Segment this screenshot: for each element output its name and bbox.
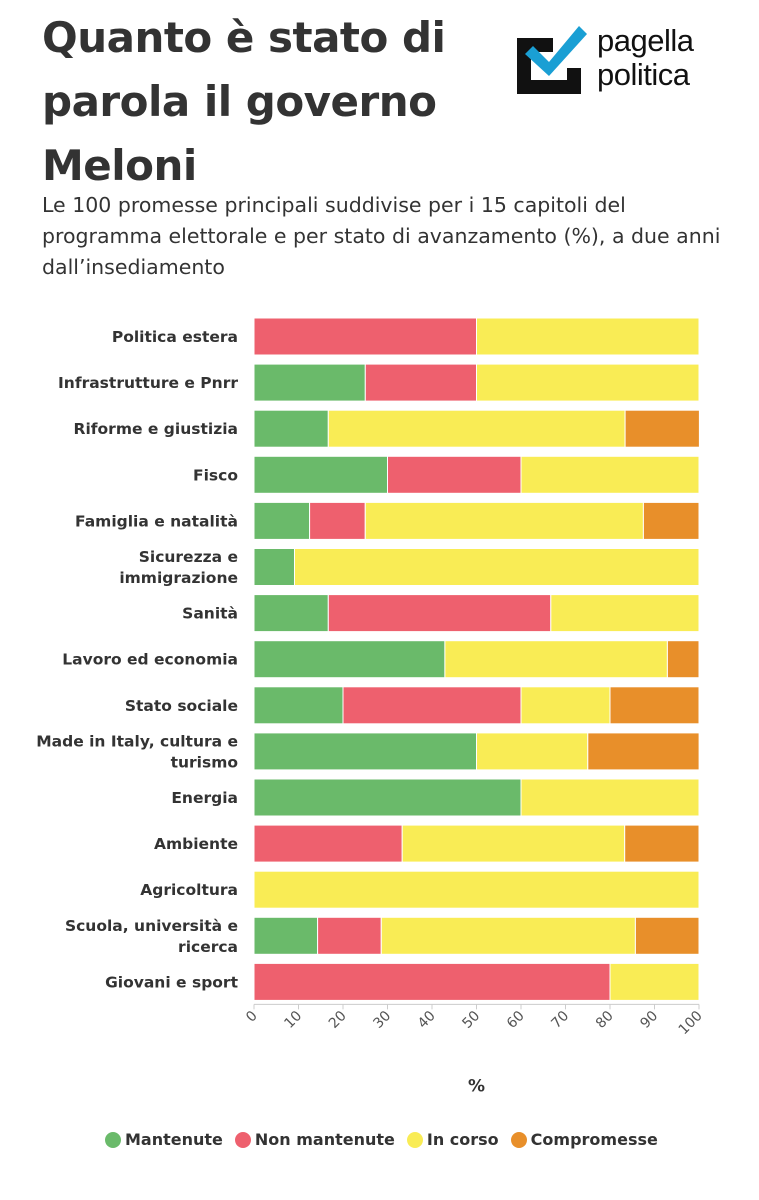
bar-segment	[294, 548, 700, 586]
x-tick-label: 10	[281, 1008, 305, 1032]
bar-segment	[253, 501, 311, 540]
logo-line2: politica	[597, 57, 690, 92]
chart-legend: Mantenute Non mantenute In corso Compromess…	[105, 1130, 670, 1149]
bar-segment	[253, 409, 329, 448]
chart-subtitle: Le 100 promesse principali suddivise per…	[42, 193, 721, 279]
bar-segment	[253, 870, 700, 909]
bar-segment	[666, 640, 700, 679]
bar-segment	[253, 594, 329, 633]
legend-item: Compromesse	[510, 1130, 658, 1149]
x-tick-label: 30	[370, 1008, 394, 1032]
bar-segment	[364, 363, 478, 402]
legend-label: Mantenute	[125, 1130, 223, 1149]
checkmark-box-icon	[517, 26, 587, 94]
legend-item: In corso	[406, 1130, 499, 1149]
x-tick-label: 60	[504, 1008, 528, 1032]
category-label: Giovani e sport	[105, 973, 239, 991]
bar-segment	[253, 732, 477, 771]
legend-item: Mantenute	[105, 1130, 223, 1149]
chart-title: Quanto è stato di parola il governo Melo…	[42, 13, 446, 190]
bar-segment	[327, 594, 552, 633]
bar-segment	[253, 640, 446, 679]
x-tick-label: 100	[676, 1008, 706, 1038]
bar-segment	[587, 732, 700, 771]
x-tick-label: 70	[548, 1008, 572, 1032]
category-label: Stato sociale	[125, 697, 238, 715]
bar-segment	[476, 363, 700, 402]
bar-segment	[317, 916, 382, 955]
category-label: Made in Italy, cultura e turismo	[36, 732, 238, 771]
bar-segment	[642, 501, 700, 540]
bar-segment	[364, 501, 644, 540]
bar-segment	[309, 501, 366, 540]
bar-segment	[327, 409, 626, 448]
bar-segment	[520, 686, 611, 725]
bar-segment	[253, 455, 388, 494]
bar-segment	[401, 824, 626, 863]
x-tick-label: 50	[459, 1008, 483, 1032]
category-label: Riforme e giustizia	[74, 420, 238, 438]
bar-segment	[550, 594, 700, 633]
bar-segment	[253, 916, 319, 955]
legend-label: Non mantenute	[254, 1130, 395, 1149]
bar-segment	[609, 962, 700, 1001]
bar-segment	[444, 640, 668, 679]
bar-segment	[609, 686, 700, 725]
category-label: Ambiente	[154, 835, 238, 853]
legend-label: Compromesse	[530, 1130, 658, 1149]
bar-segment	[520, 455, 700, 494]
logo-check-shape	[525, 26, 587, 76]
legend-swatch	[510, 1131, 527, 1148]
category-label: Agricoltura	[140, 881, 238, 899]
category-label: Fisco	[193, 466, 238, 484]
category-label: Famiglia e natalità	[75, 512, 238, 530]
x-tick-label: 0	[243, 1008, 261, 1026]
category-label: Politica estera	[112, 328, 238, 346]
x-tick-label: 20	[326, 1008, 350, 1032]
bar-segment	[253, 548, 295, 586]
stacked-bar-chart: Politica estera Infrastrutture e Pnrr Rifo…	[36, 317, 706, 1096]
x-tick-label: 80	[593, 1008, 617, 1032]
bar-segment	[253, 317, 477, 356]
x-tick-label: 40	[415, 1008, 439, 1032]
category-label: Sicurezza e immigrazione	[119, 548, 238, 587]
category-label: Lavoro ed economia	[62, 651, 238, 669]
bar-segment	[253, 824, 403, 863]
x-axis-label: %	[468, 1076, 485, 1096]
pagella-politica-logo: pagella politica	[513, 22, 723, 102]
legend-swatch	[406, 1131, 423, 1148]
bar-segment	[253, 363, 366, 402]
bar-segment	[476, 317, 700, 356]
bar-segment	[342, 686, 522, 725]
legend-swatch	[105, 1131, 121, 1148]
bar-segment	[380, 916, 636, 955]
logo-line1: pagella	[597, 23, 694, 58]
bar-segment	[520, 778, 700, 817]
bar-segment	[253, 778, 522, 817]
legend-item: Non mantenute	[234, 1130, 395, 1149]
category-label: Scuola, università e ricerca	[65, 917, 238, 956]
legend-label: In corso	[426, 1130, 499, 1149]
bar-segment	[253, 962, 611, 1001]
category-label: Infrastrutture e Pnrr	[58, 374, 238, 392]
logo-wordmark: pagella politica	[597, 23, 694, 92]
bar-segment	[624, 824, 700, 863]
bar-segment	[634, 916, 700, 955]
bar-segment	[253, 686, 344, 725]
legend-swatch	[234, 1131, 251, 1148]
x-tick-label: 90	[637, 1008, 661, 1032]
bar-segment	[387, 455, 522, 494]
category-label: Sanità	[182, 605, 238, 623]
bar-segment	[476, 732, 589, 771]
category-label: Energia	[171, 789, 238, 807]
bar-segment	[624, 409, 700, 448]
